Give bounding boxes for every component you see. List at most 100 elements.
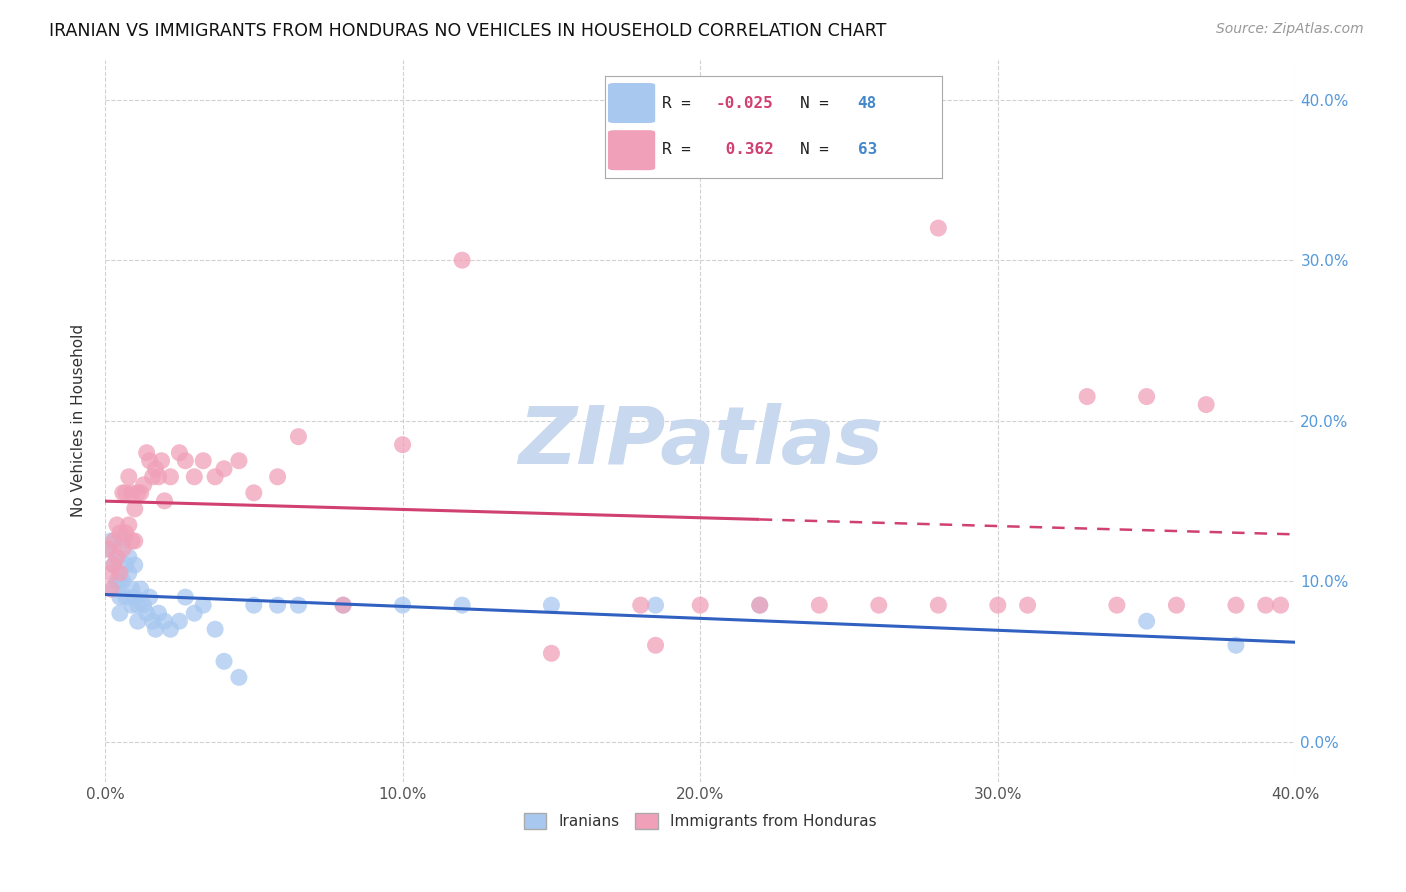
Point [108,606,131,620]
Point [212,654,235,668]
Point [129,486,152,500]
Point [153,614,176,628]
Point [868,598,890,612]
Point [142,470,165,484]
Text: Source: ZipAtlas.com: Source: ZipAtlas.com [1216,22,1364,37]
Point [644,598,666,612]
Point [243,598,266,612]
Point [118,470,141,484]
Point [689,598,711,612]
Point [212,462,235,476]
Text: 0.362: 0.362 [716,142,773,157]
Point [391,598,413,612]
Point [108,590,131,604]
Point [142,614,165,628]
Point [100,582,122,596]
Point [332,598,354,612]
Point [748,598,770,612]
Point [148,606,170,620]
Point [644,638,666,652]
Point [266,470,288,484]
Point [1254,598,1277,612]
Point [121,486,143,500]
Point [97,541,120,556]
Point [114,590,136,604]
Point [228,670,250,684]
Point [748,598,770,612]
Point [451,598,474,612]
Point [391,438,413,452]
Point [118,566,141,580]
Point [103,582,125,596]
Point [124,590,146,604]
Point [118,517,141,532]
Point [1136,614,1159,628]
Point [927,221,949,235]
Text: 63: 63 [858,142,877,157]
Point [1105,598,1128,612]
Point [121,598,143,612]
Point [174,454,197,468]
Point [111,533,134,548]
Text: IRANIAN VS IMMIGRANTS FROM HONDURAS NO VEHICLES IN HOUSEHOLD CORRELATION CHART: IRANIAN VS IMMIGRANTS FROM HONDURAS NO V… [49,22,887,40]
Point [105,517,128,532]
Point [243,486,266,500]
Point [97,541,120,556]
Point [103,558,125,572]
Point [332,598,354,612]
Point [121,582,143,596]
Point [287,598,309,612]
Point [111,486,134,500]
Point [451,253,474,268]
Point [105,549,128,564]
Point [132,598,155,612]
Point [111,574,134,588]
Point [127,598,149,612]
Point [121,533,143,548]
Point [108,566,131,580]
Y-axis label: No Vehicles in Household: No Vehicles in Household [72,324,86,517]
Point [540,598,562,612]
Point [183,606,205,620]
Point [145,462,167,476]
Point [1166,598,1188,612]
Point [169,614,191,628]
Point [193,598,215,612]
Point [138,590,160,604]
Point [174,590,197,604]
Point [124,558,146,572]
Point [159,470,181,484]
Point [105,549,128,564]
Point [114,486,136,500]
Text: ZIPatlas: ZIPatlas [517,403,883,482]
FancyBboxPatch shape [607,83,655,123]
Point [111,541,134,556]
Point [1270,598,1292,612]
Text: N =: N = [800,95,839,111]
Point [540,646,562,660]
Point [1136,390,1159,404]
Point [132,478,155,492]
Point [1076,390,1098,404]
Text: R =: R = [662,142,710,157]
Point [108,525,131,540]
Point [808,598,831,612]
Point [103,558,125,572]
Point [287,430,309,444]
Point [193,454,215,468]
Point [124,501,146,516]
Legend: Iranians, Immigrants from Honduras: Iranians, Immigrants from Honduras [517,807,883,836]
Point [1225,638,1247,652]
Point [148,470,170,484]
Text: N =: N = [800,142,839,157]
Point [228,454,250,468]
Text: R =: R = [662,95,700,111]
Point [108,574,131,588]
Point [1195,398,1218,412]
Point [100,566,122,580]
Point [266,598,288,612]
Point [138,454,160,468]
Point [204,622,226,636]
Point [105,574,128,588]
Point [100,533,122,548]
